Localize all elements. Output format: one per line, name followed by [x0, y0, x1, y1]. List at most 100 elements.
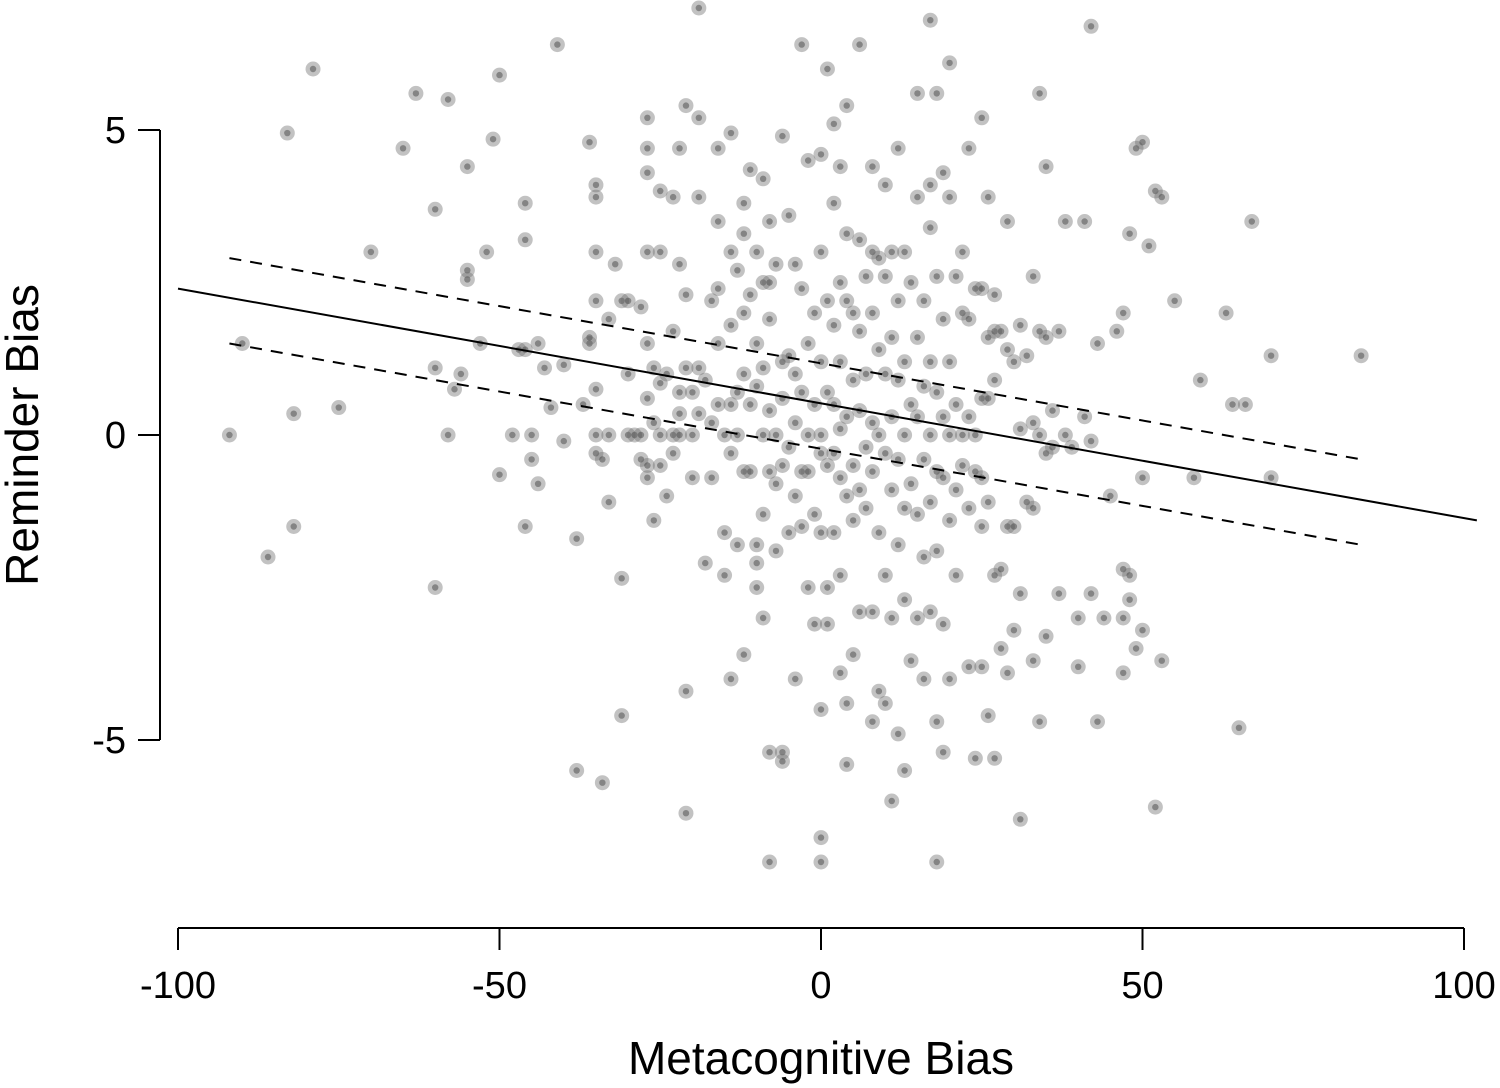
data-point	[1122, 226, 1138, 242]
data-point	[948, 397, 964, 412]
data-point	[614, 708, 630, 724]
data-point	[980, 708, 996, 724]
data-point	[903, 653, 919, 669]
data-point	[884, 482, 900, 498]
data-point	[858, 500, 874, 516]
data-point	[697, 555, 713, 571]
data-point	[569, 531, 585, 547]
data-point	[877, 177, 893, 193]
data-point	[800, 153, 816, 168]
data-point	[768, 476, 784, 492]
data-point	[723, 671, 739, 687]
data-point	[871, 250, 887, 266]
data-point	[787, 671, 803, 687]
data-point	[845, 458, 861, 473]
data-point	[974, 659, 990, 675]
data-point	[517, 519, 533, 534]
data-point	[1025, 268, 1041, 284]
data-point	[781, 439, 797, 455]
data-point	[588, 427, 604, 443]
data-point	[639, 140, 655, 156]
data-point	[1038, 445, 1054, 461]
data-point	[897, 763, 913, 778]
data-point	[819, 384, 835, 400]
data-point	[620, 427, 636, 443]
data-point	[723, 445, 739, 461]
data-point	[453, 366, 469, 382]
data-point	[948, 567, 964, 583]
data-point	[755, 427, 771, 443]
data-point	[762, 214, 778, 229]
data-point	[408, 85, 424, 101]
data-point	[916, 671, 932, 687]
data-point	[691, 406, 707, 422]
data-point	[942, 427, 958, 443]
data-point	[762, 275, 778, 290]
data-point	[909, 85, 925, 101]
data-point	[871, 342, 887, 358]
data-point	[832, 470, 848, 486]
data-point	[1012, 317, 1028, 333]
data-point	[1025, 415, 1041, 431]
data-point	[826, 525, 842, 541]
data-point	[935, 311, 951, 327]
data-point	[890, 372, 906, 388]
data-point	[729, 262, 745, 278]
data-point	[1128, 140, 1144, 156]
data-point	[929, 543, 945, 559]
data-point	[871, 683, 887, 699]
x-tick-label: 50	[1121, 965, 1163, 1007]
data-point	[839, 409, 855, 425]
data-point	[710, 214, 726, 229]
data-point	[819, 616, 835, 632]
data-point	[1051, 586, 1067, 602]
data-point	[935, 616, 951, 632]
data-point	[736, 366, 752, 382]
data-point	[588, 177, 604, 193]
data-point	[678, 805, 694, 821]
data-point	[961, 140, 977, 156]
data-point	[819, 61, 835, 77]
data-point	[652, 427, 668, 443]
data-point	[813, 244, 829, 260]
data-point	[1147, 799, 1163, 815]
data-point	[832, 665, 848, 681]
data-point	[755, 275, 771, 290]
data-point	[800, 427, 816, 443]
data-point	[877, 268, 893, 284]
data-point	[524, 451, 540, 467]
data-point	[543, 400, 559, 416]
data-point	[916, 451, 932, 467]
data-point	[652, 183, 668, 199]
data-point	[537, 360, 553, 376]
data-point	[903, 397, 919, 412]
data-point	[980, 390, 996, 406]
data-point	[1122, 567, 1138, 583]
data-point	[1032, 323, 1048, 339]
data-point	[755, 171, 771, 187]
data-point	[954, 458, 970, 473]
data-point	[729, 427, 745, 443]
data-point	[832, 567, 848, 583]
data-point	[1225, 397, 1241, 412]
data-point	[672, 427, 688, 443]
data-point	[279, 125, 295, 141]
data-point	[762, 464, 778, 480]
data-point	[363, 244, 379, 260]
data-point	[942, 55, 958, 71]
data-point	[588, 189, 604, 205]
data-point	[639, 165, 655, 181]
data-point	[646, 512, 662, 528]
data-point	[813, 854, 829, 870]
y-tick-label: -5	[92, 720, 126, 762]
data-point	[768, 427, 784, 443]
data-point	[794, 464, 810, 480]
data-point	[1019, 348, 1035, 364]
data-point	[646, 360, 662, 376]
data-point	[839, 226, 855, 242]
data-point	[678, 683, 694, 699]
data-point	[286, 519, 302, 534]
data-point	[774, 458, 790, 473]
data-point	[672, 140, 688, 156]
data-point	[864, 244, 880, 260]
